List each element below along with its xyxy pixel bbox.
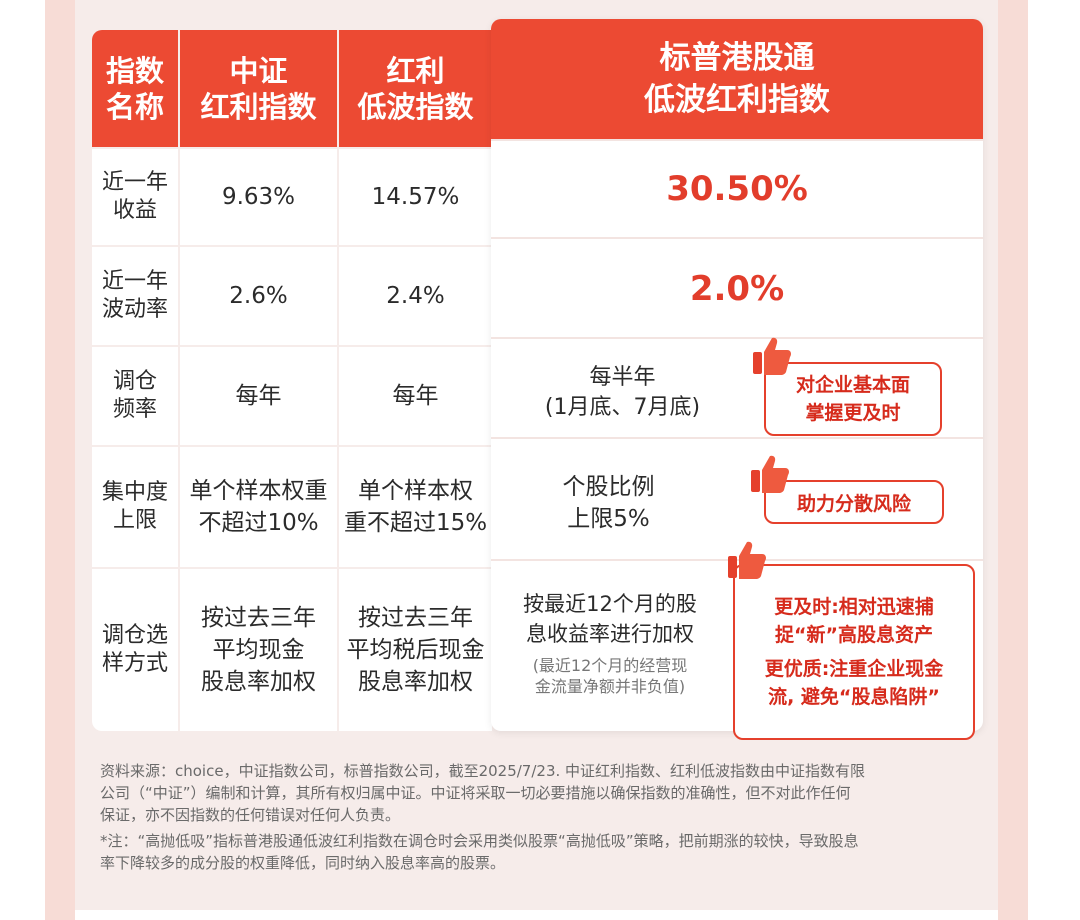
sp-hk-annual-return: 30.50% bbox=[666, 169, 808, 209]
cell-lowvol-concentration-cap: 单个样本权 重不超过15% bbox=[339, 447, 492, 567]
cell-lowvol-rebalance-frequency: 每年 bbox=[339, 347, 492, 445]
sp-hk-row-rebalance-frequency: 每半年 (1月底、7月底) bbox=[491, 337, 983, 439]
left-decor-band bbox=[45, 0, 75, 920]
cell-lowvol-volatility: 2.4% bbox=[339, 247, 492, 345]
sp-hk-volatility: 2.0% bbox=[689, 269, 785, 309]
callout-diversify-risk: 助力分散风险 bbox=[764, 480, 944, 524]
callout-timely-fundamentals: 对企业基本面 掌握更及时 bbox=[764, 362, 942, 436]
cell-lowvol-annual-return: 14.57% bbox=[339, 149, 492, 245]
callout-selection-benefits: 更及时:相对迅速捕 捉“新”高股息资产 更优质:注重企业现金 流, 避免“股息陷… bbox=[733, 564, 975, 740]
sp-hk-rebalance-frequency: 每半年 (1月底、7月底) bbox=[544, 365, 701, 420]
comparison-table: 指数 名称 中证 红利指数 红利 低波指数 近一年 收益 9.63% 14.57… bbox=[92, 30, 492, 731]
header-csi-dividend: 中证 红利指数 bbox=[180, 30, 337, 147]
cell-csi-annual-return: 9.63% bbox=[180, 149, 337, 245]
row-label-annual-return: 近一年 收益 bbox=[92, 149, 178, 245]
row-label-volatility: 近一年 波动率 bbox=[92, 247, 178, 345]
footnote-note: *注：“高抛低吸”指标普港股通低波红利指数在调仓时会采用类似股票“高抛低吸”策略… bbox=[100, 832, 859, 872]
thumbs-up-icon bbox=[753, 337, 791, 375]
header-index-name: 指数 名称 bbox=[92, 30, 178, 147]
thumbs-up-icon bbox=[751, 455, 789, 493]
row-label-concentration-cap: 集中度 上限 bbox=[92, 447, 178, 567]
cell-csi-rebalance-frequency: 每年 bbox=[180, 347, 337, 445]
row-label-rebalance-frequency: 调仓 频率 bbox=[92, 347, 178, 445]
cell-csi-volatility: 2.6% bbox=[180, 247, 337, 345]
sp-hk-row-annual-return: 30.50% bbox=[491, 139, 983, 239]
cell-csi-selection-method: 按过去三年 平均现金 股息率加权 bbox=[180, 569, 337, 731]
sp-hk-concentration-cap: 个股比例 上限5% bbox=[562, 474, 655, 532]
row-label-selection-method: 调仓选 样方式 bbox=[92, 569, 178, 731]
sp-hk-row-volatility: 2.0% bbox=[491, 237, 983, 339]
callout-higher-quality: 更优质:注重企业现金 流, 避免“股息陷阱” bbox=[764, 658, 944, 708]
sp-hk-row-concentration-cap: 个股比例 上限5% bbox=[491, 437, 983, 561]
footnote-source: 资料来源：choice，中证指数公司，标普指数公司，截至2025/7/23. 中… bbox=[100, 762, 866, 824]
sp-hk-row-selection-method: 按最近12个月的股 息收益率进行加权 (最近12个月的经营现 金流量净额并非负值… bbox=[491, 559, 983, 731]
sp-hk-selection-method: 按最近12个月的股 息收益率进行加权 bbox=[523, 592, 697, 646]
callout-more-timely: 更及时:相对迅速捕 捉“新”高股息资产 bbox=[774, 596, 934, 646]
sp-hk-selection-note: (最近12个月的经营现 金流量净额并非负值) bbox=[532, 656, 688, 696]
cell-csi-concentration-cap: 单个样本权重 不超过10% bbox=[180, 447, 337, 567]
right-decor-band bbox=[998, 0, 1028, 920]
cell-lowvol-selection-method: 按过去三年 平均税后现金 股息率加权 bbox=[339, 569, 492, 731]
header-low-vol-dividend: 红利 低波指数 bbox=[339, 30, 492, 147]
header-sp-hk: 标普港股通 低波红利指数 bbox=[491, 19, 983, 139]
thumbs-up-icon bbox=[728, 541, 766, 579]
